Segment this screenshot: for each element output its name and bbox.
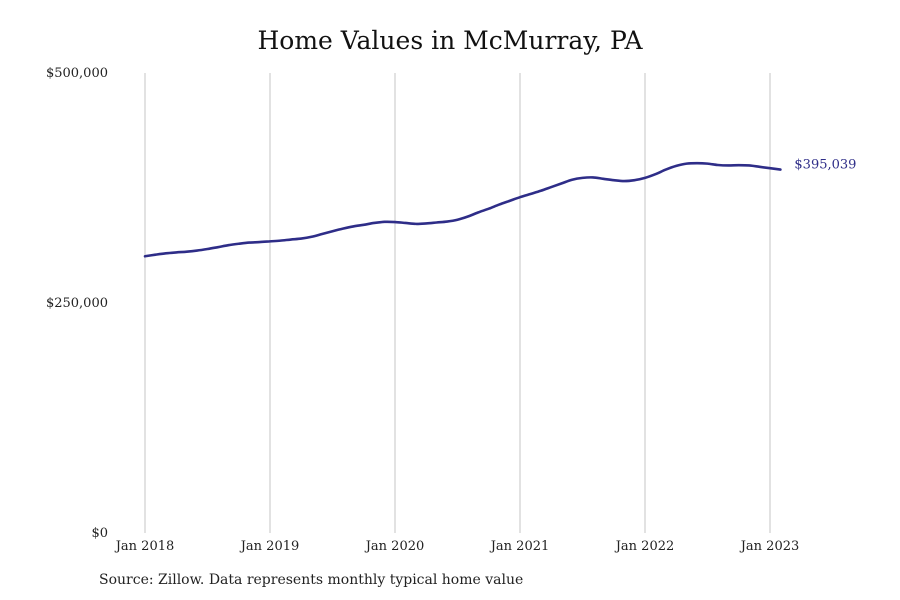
y-tick-label: $0 xyxy=(91,526,108,541)
x-tick-label: Jan 2020 xyxy=(364,539,425,554)
chart-title: Home Values in McMurray, PA xyxy=(257,26,643,55)
x-tick-label: Jan 2018 xyxy=(114,539,175,554)
home-value-line xyxy=(143,161,782,258)
y-axis-tick-labels: $0 $250,000 $500,000 xyxy=(46,66,108,541)
x-tick-label: Jan 2022 xyxy=(614,539,675,554)
source-note: Source: Zillow. Data represents monthly … xyxy=(99,572,524,588)
x-tick-label: Jan 2019 xyxy=(239,539,300,554)
gridlines xyxy=(144,73,771,533)
latest-value-label: $395,039 xyxy=(794,158,856,173)
y-tick-label: $250,000 xyxy=(46,296,108,311)
x-axis-tick-labels: Jan 2018 Jan 2019 Jan 2020 Jan 2021 Jan 2022… xyxy=(114,539,800,554)
y-tick-label: $500,000 xyxy=(46,66,108,81)
x-tick-label: Jan 2021 xyxy=(489,539,550,554)
x-tick-label: Jan 2023 xyxy=(739,539,800,554)
